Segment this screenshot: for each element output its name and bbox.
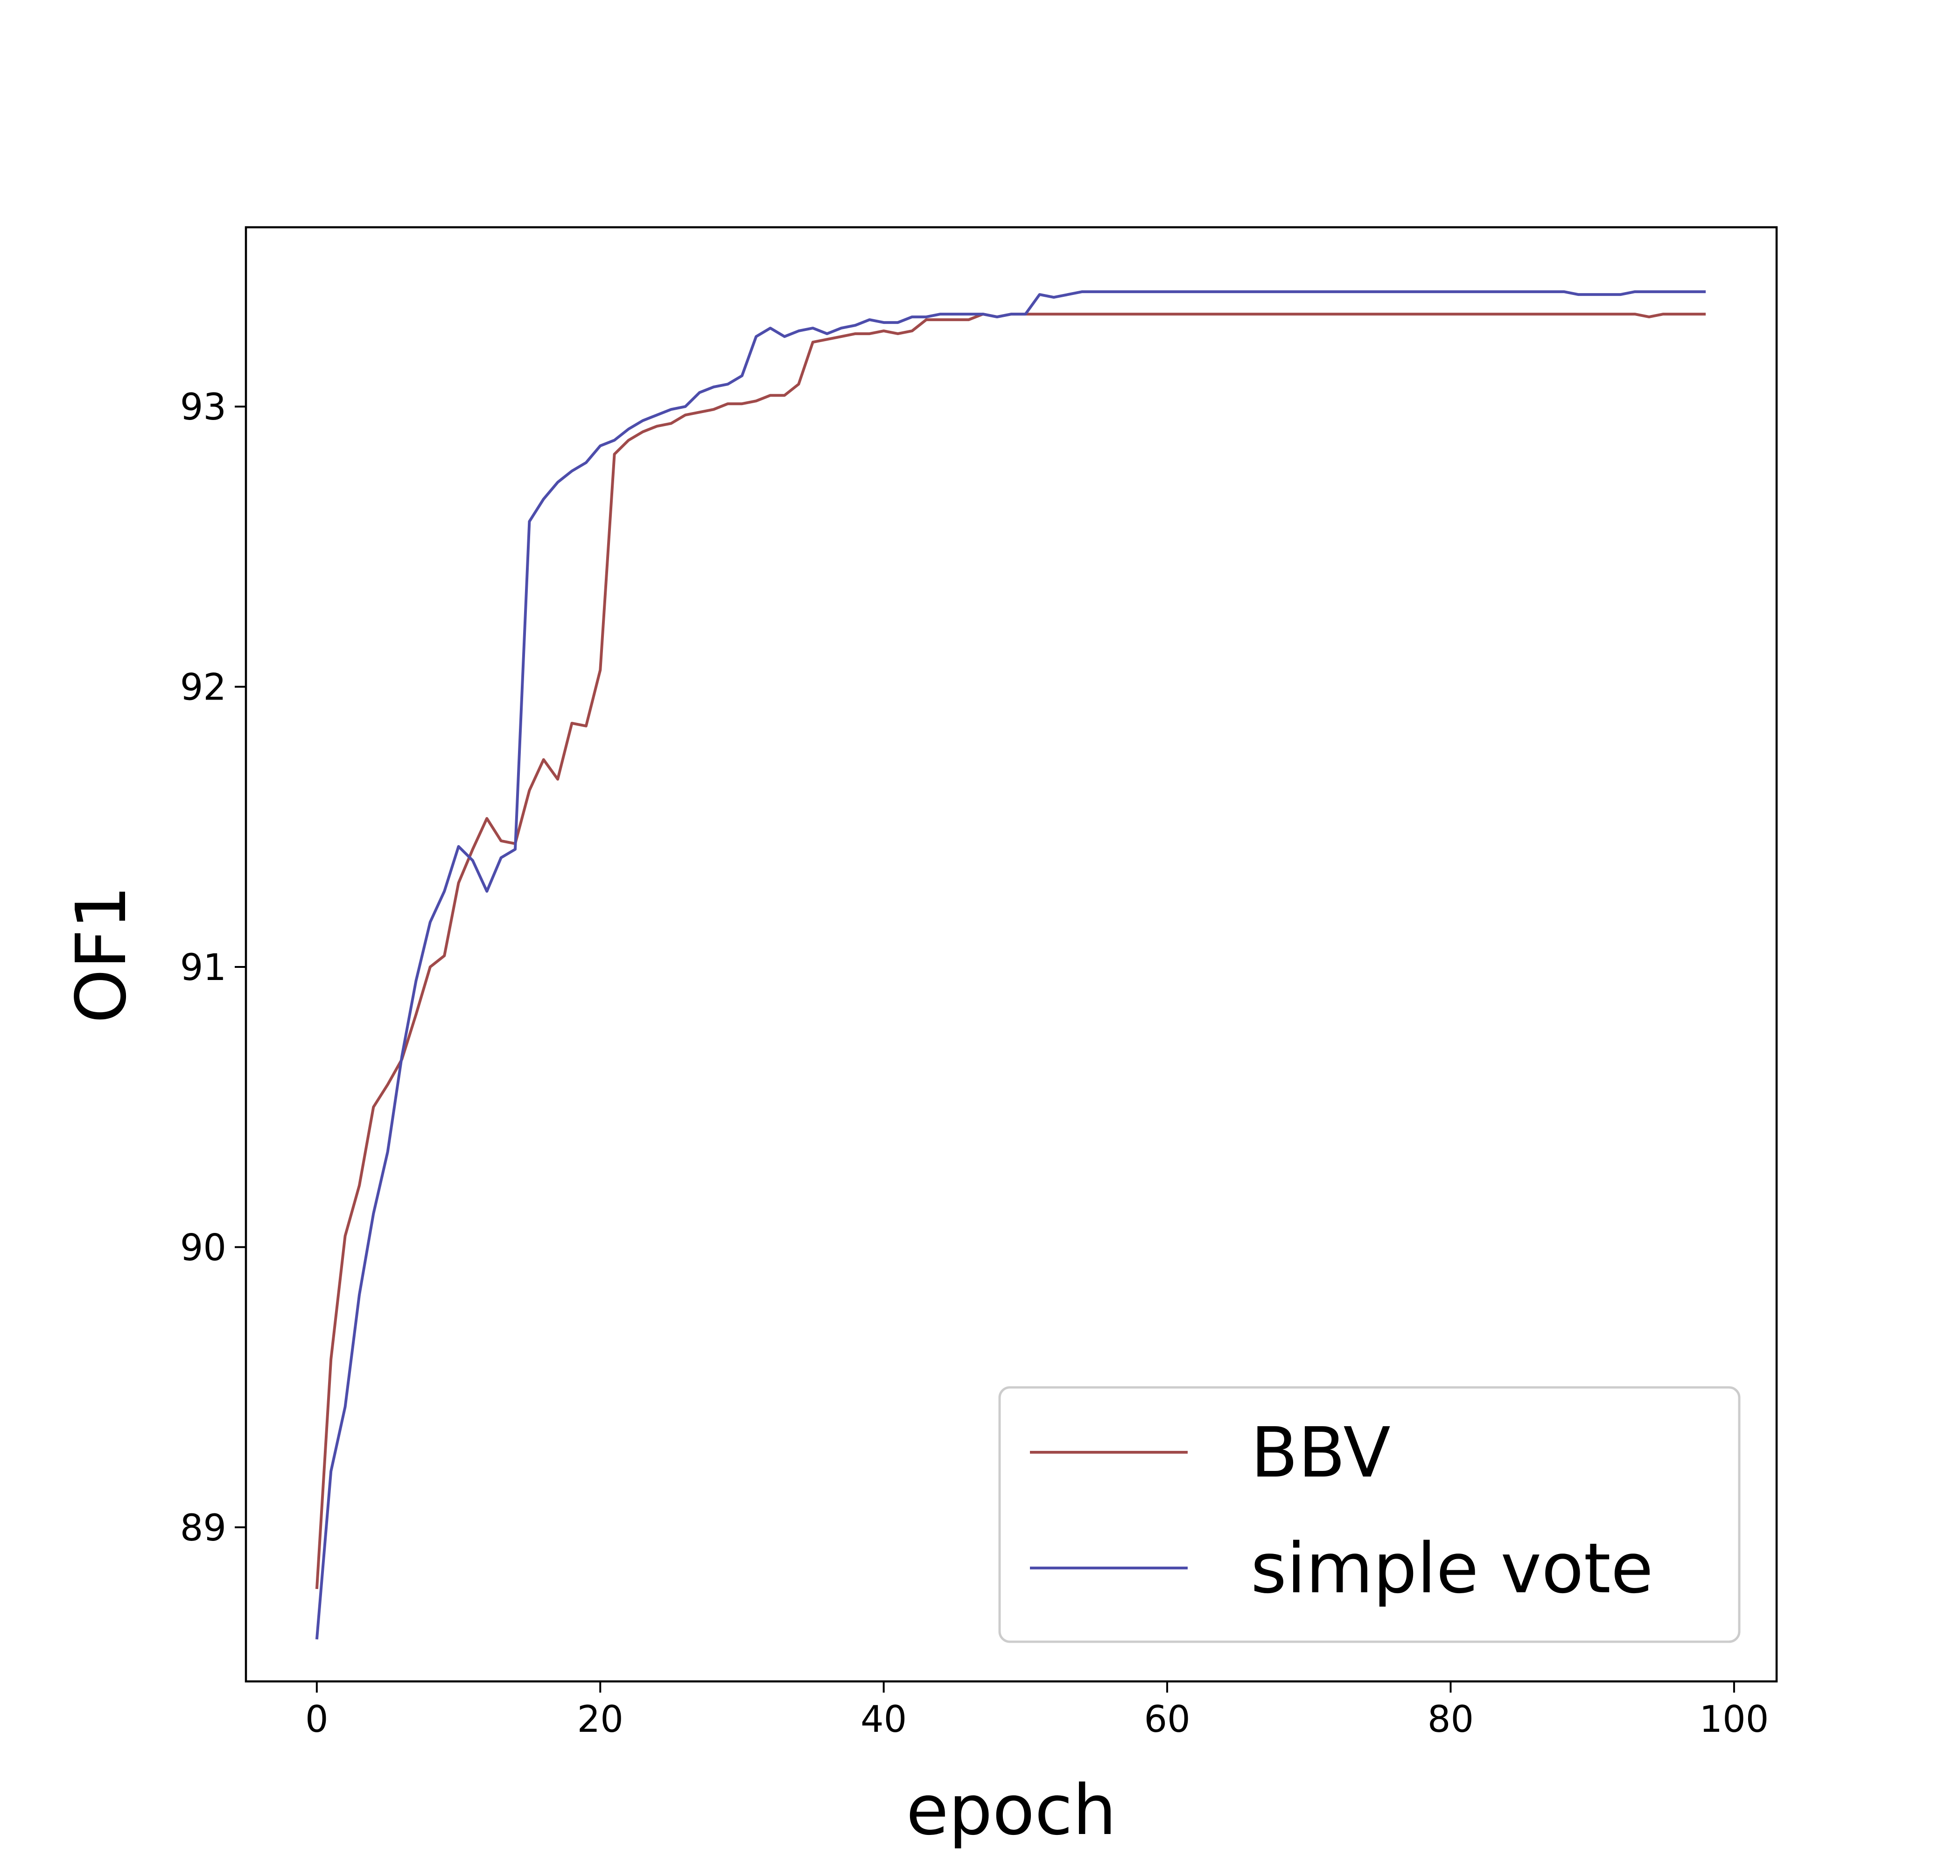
plot-frame bbox=[245, 226, 1778, 1683]
legend-label-bbv: BBV bbox=[1251, 1413, 1391, 1493]
y-tick-label: 91 bbox=[180, 947, 226, 989]
x-tick-label: 40 bbox=[861, 1699, 907, 1741]
series-line-simple-vote bbox=[315, 290, 1706, 1640]
x-axis-ticks: 0 20 40 60 80 100 bbox=[305, 1681, 1769, 1741]
x-tick-label: 20 bbox=[577, 1699, 623, 1741]
legend: BBV simple vote bbox=[998, 1386, 1741, 1643]
legend-label-simple-vote: simple vote bbox=[1251, 1528, 1653, 1609]
y-axis-ticks: 89 90 91 92 93 bbox=[180, 386, 246, 1549]
y-tick-label: 93 bbox=[180, 386, 226, 428]
y-tick-label: 90 bbox=[180, 1227, 226, 1269]
x-tick-label: 0 bbox=[305, 1699, 329, 1741]
x-axis-label: epoch bbox=[906, 1770, 1117, 1850]
y-tick-label: 92 bbox=[180, 667, 226, 709]
y-axis-label: OF1 bbox=[61, 885, 141, 1023]
series-layer bbox=[315, 290, 1706, 1640]
x-tick-label: 100 bbox=[1699, 1699, 1769, 1741]
x-tick-label: 80 bbox=[1428, 1699, 1474, 1741]
x-tick-label: 60 bbox=[1144, 1699, 1190, 1741]
y-tick-label: 89 bbox=[180, 1507, 226, 1549]
